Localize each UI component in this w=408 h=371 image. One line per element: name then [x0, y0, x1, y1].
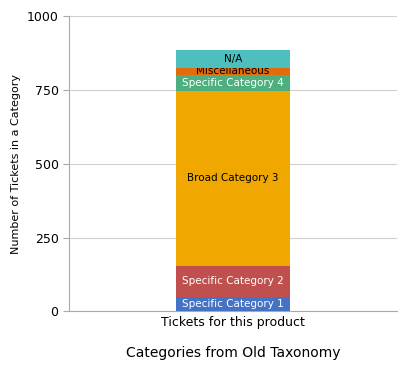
Text: Specific Category 4: Specific Category 4 — [182, 78, 284, 88]
Bar — [175, 296, 290, 311]
X-axis label: Categories from Old Taxonomy: Categories from Old Taxonomy — [126, 346, 340, 360]
Text: N/A: N/A — [224, 54, 242, 64]
Text: Specific Category 1: Specific Category 1 — [182, 299, 284, 309]
Text: Specific Category 2: Specific Category 2 — [182, 276, 284, 286]
Text: Broad Category 3: Broad Category 3 — [187, 174, 279, 184]
Bar — [175, 68, 290, 75]
Y-axis label: Number of Tickets in a Category: Number of Tickets in a Category — [11, 74, 21, 254]
Text: Miscelianeous: Miscelianeous — [196, 66, 270, 76]
Bar — [175, 266, 290, 296]
Bar — [175, 75, 290, 91]
Bar — [175, 91, 290, 266]
Bar — [175, 50, 290, 68]
